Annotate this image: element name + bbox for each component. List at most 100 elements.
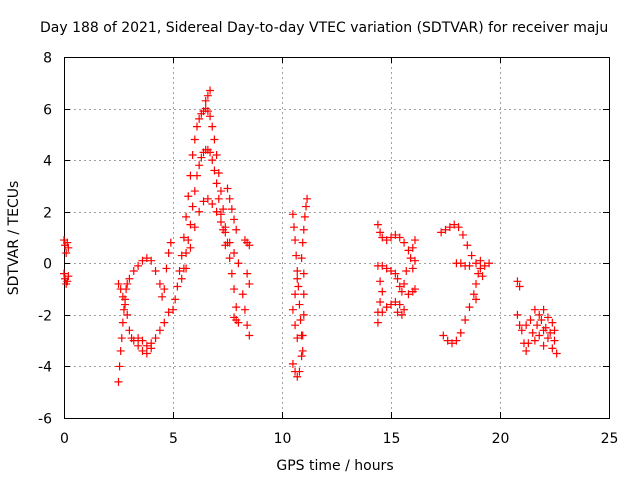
data-point: [478, 272, 487, 281]
data-point: [461, 261, 470, 270]
y-tick-label: 8: [43, 51, 52, 67]
data-point: [197, 153, 206, 162]
data-point: [404, 246, 413, 255]
data-point: [138, 336, 147, 345]
data-point: [195, 161, 204, 170]
data-point: [295, 367, 304, 376]
data-point: [454, 223, 463, 232]
x-tick-label: 5: [169, 431, 178, 447]
data-point: [458, 230, 467, 239]
data-point: [208, 122, 217, 131]
data-point: [245, 331, 254, 340]
data-point: [476, 264, 485, 273]
data-point: [125, 326, 134, 335]
data-point: [155, 279, 164, 288]
data-point: [216, 218, 225, 227]
data-point: [190, 223, 199, 232]
data-point: [116, 285, 125, 294]
data-point: [240, 305, 249, 314]
data-point: [114, 377, 123, 386]
data-point: [221, 241, 230, 250]
data-point: [480, 261, 489, 270]
data-point: [171, 295, 180, 304]
data-point: [387, 233, 395, 242]
data-point: [297, 352, 306, 361]
x-tick-label: 20: [492, 431, 510, 447]
data-point: [300, 212, 309, 221]
data-point: [179, 233, 188, 242]
data-point: [225, 194, 234, 203]
data-point: [62, 248, 71, 257]
data-point: [548, 344, 557, 353]
data-point: [142, 341, 151, 350]
data-point: [303, 194, 312, 203]
data-point: [410, 285, 419, 294]
data-point: [296, 316, 305, 325]
data-point: [522, 346, 531, 355]
y-tick-label: -4: [38, 360, 52, 376]
data-point: [210, 135, 219, 144]
data-point: [123, 279, 132, 288]
data-point: [526, 316, 535, 325]
data-point: [190, 187, 199, 196]
data-point: [177, 274, 186, 283]
data-point: [188, 150, 197, 159]
y-tick-label: -6: [38, 412, 52, 428]
data-point: [182, 264, 191, 273]
data-point: [393, 308, 402, 317]
data-point: [158, 292, 167, 301]
data-point: [474, 269, 483, 278]
y-tick-label: 4: [43, 154, 52, 170]
data-point: [393, 274, 402, 283]
data-point: [445, 223, 454, 232]
data-point: [216, 187, 225, 196]
data-point: [195, 207, 204, 216]
data-point: [121, 300, 130, 309]
data-point: [288, 210, 297, 219]
data-point: [400, 279, 409, 288]
data-point: [155, 326, 164, 335]
data-point: [550, 326, 559, 335]
data-point: [441, 225, 450, 234]
y-axis-label: SDTVAR / TECUs: [6, 181, 22, 296]
data-point: [225, 238, 234, 247]
data-point: [234, 259, 243, 268]
data-point: [208, 199, 217, 208]
data-point: [162, 264, 171, 273]
data-point: [293, 274, 302, 283]
data-point: [535, 331, 544, 340]
data-point: [461, 316, 470, 325]
data-point: [60, 269, 68, 278]
data-point: [182, 212, 191, 221]
data-point: [199, 197, 208, 206]
data-point: [410, 236, 419, 245]
data-point: [376, 277, 385, 286]
data-point: [243, 269, 252, 278]
data-point: [472, 259, 481, 268]
y-tick-label: 2: [43, 206, 52, 222]
y-tick-label: 6: [43, 103, 52, 119]
data-point: [297, 254, 306, 263]
data-point: [537, 316, 546, 325]
data-point: [177, 251, 186, 260]
data-point: [299, 290, 308, 299]
data-point: [530, 305, 539, 314]
data-point: [391, 230, 400, 239]
data-point: [382, 303, 391, 312]
data-point: [382, 236, 391, 245]
data-point: [535, 310, 544, 319]
data-point: [203, 91, 212, 100]
data-point: [391, 297, 400, 306]
data-point: [543, 313, 552, 322]
data-point: [182, 248, 191, 257]
data-point: [192, 171, 201, 180]
data-point: [485, 259, 494, 268]
x-tick-label: 0: [60, 431, 69, 447]
data-point: [533, 321, 542, 330]
data-point: [539, 326, 548, 335]
data-point: [134, 334, 143, 343]
data-point: [552, 349, 561, 358]
data-point: [214, 169, 223, 178]
data-point: [63, 238, 72, 247]
